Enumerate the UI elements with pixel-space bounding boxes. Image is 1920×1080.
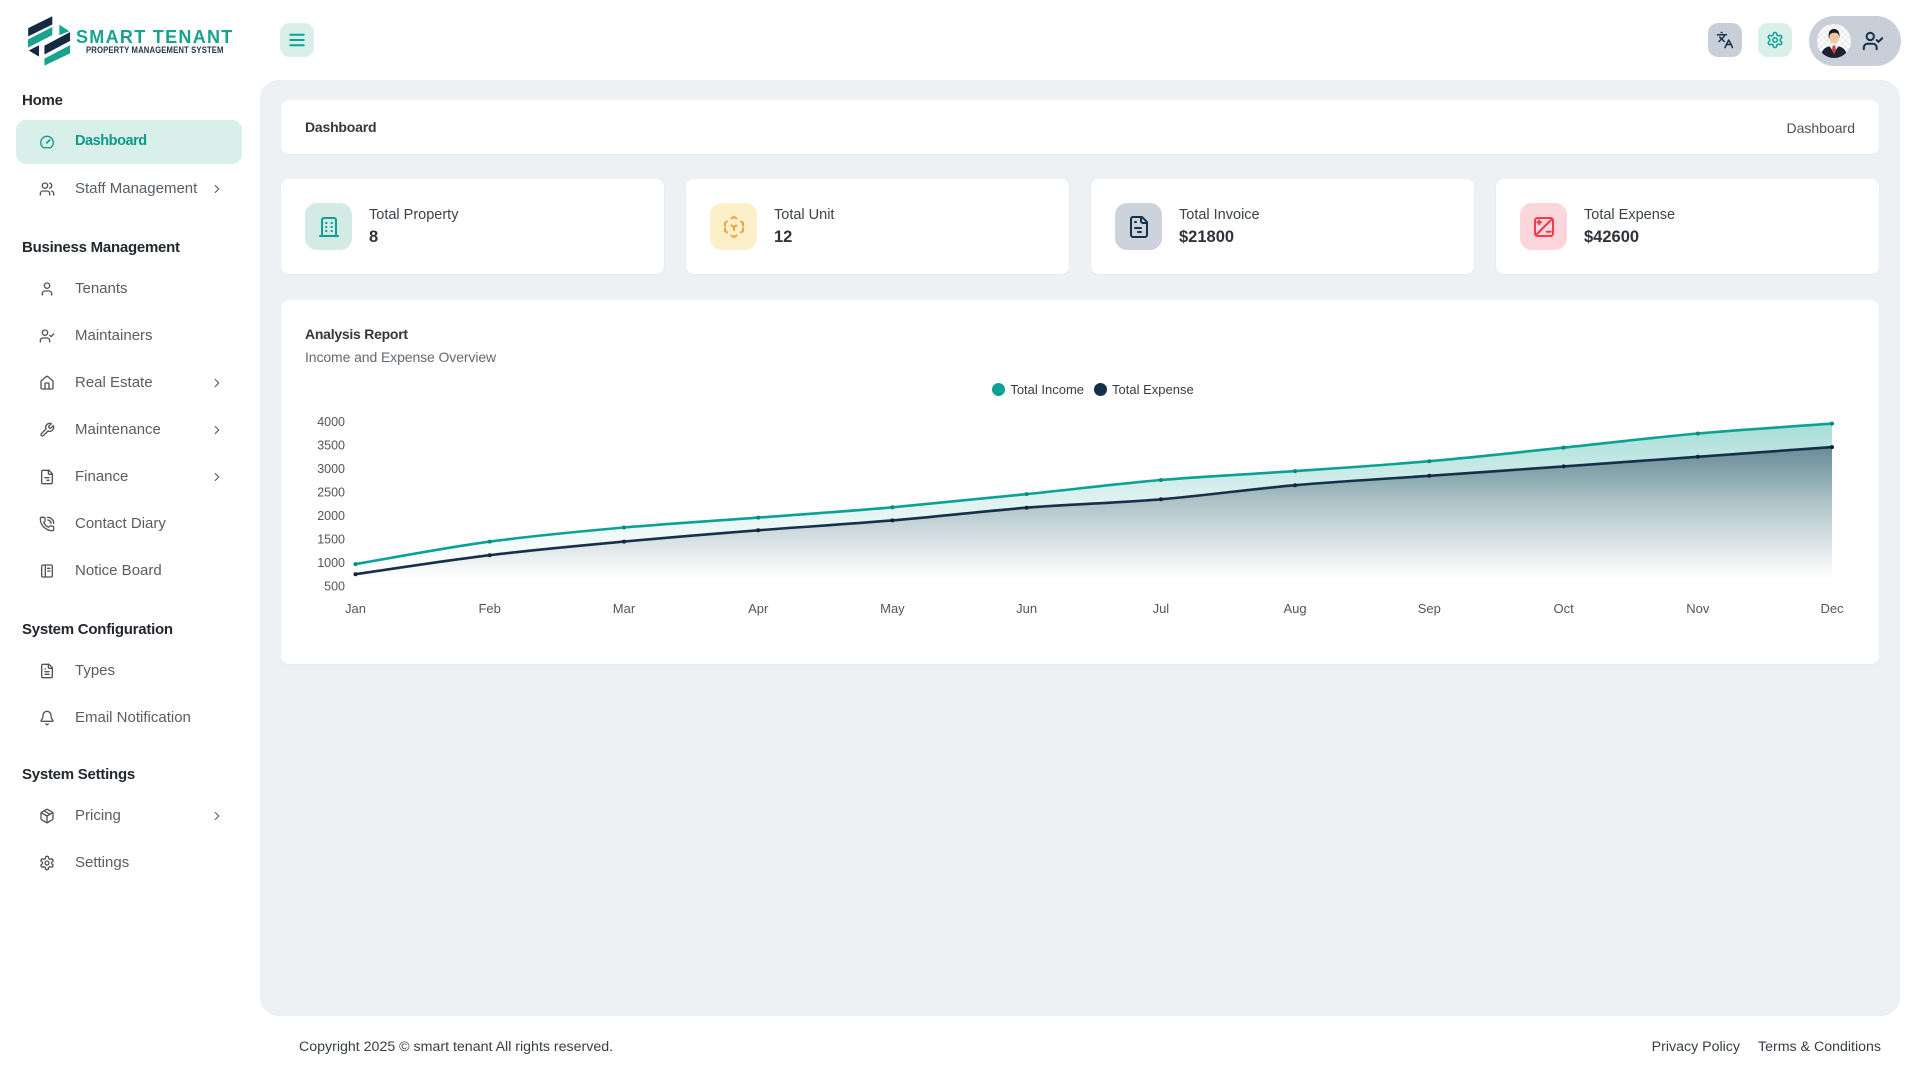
svg-text:May: May — [880, 601, 905, 616]
svg-text:Mar: Mar — [613, 601, 636, 616]
svg-text:Oct: Oct — [1553, 601, 1574, 616]
svg-text:Jun: Jun — [1016, 601, 1037, 616]
svg-text:4000: 4000 — [317, 415, 345, 429]
svg-text:Aug: Aug — [1284, 601, 1307, 616]
svg-text:500: 500 — [324, 580, 345, 594]
svg-text:2000: 2000 — [317, 509, 345, 523]
svg-text:3000: 3000 — [317, 462, 345, 476]
svg-text:1000: 1000 — [317, 556, 345, 570]
svg-text:Dec: Dec — [1820, 601, 1844, 616]
svg-text:3500: 3500 — [317, 439, 345, 453]
svg-text:Nov: Nov — [1686, 601, 1710, 616]
svg-text:Apr: Apr — [748, 601, 769, 616]
svg-text:Jul: Jul — [1153, 601, 1170, 616]
svg-text:Sep: Sep — [1418, 601, 1441, 616]
svg-text:2500: 2500 — [317, 486, 345, 500]
svg-text:Jan: Jan — [345, 601, 366, 616]
svg-text:1500: 1500 — [317, 533, 345, 547]
svg-text:Feb: Feb — [478, 601, 500, 616]
